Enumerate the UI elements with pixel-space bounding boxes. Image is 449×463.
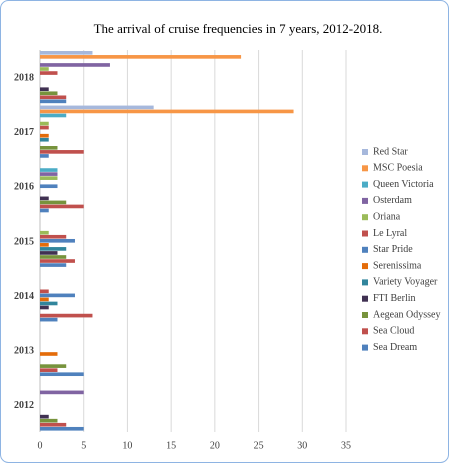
y-tick-label: 2015 (14, 236, 34, 247)
bar (40, 368, 58, 372)
bar (40, 301, 58, 306)
bar (40, 51, 93, 55)
bar (40, 184, 58, 189)
x-tick-label: 25 (254, 440, 264, 451)
bar (40, 418, 58, 423)
bar (40, 154, 49, 158)
bar (40, 251, 58, 255)
bar (40, 150, 84, 154)
bar (40, 71, 58, 75)
legend-swatch (362, 263, 368, 270)
legend-label: Osterdam (373, 195, 412, 206)
bar (40, 121, 49, 126)
legend-swatch (362, 149, 368, 155)
x-tick-label: 10 (122, 440, 132, 451)
bar (40, 176, 58, 180)
bar (40, 255, 67, 259)
legend-label: Star Pride (373, 244, 413, 255)
y-tick-label: 2017 (14, 127, 34, 138)
legend-swatch (362, 344, 368, 351)
legend-label: Aegean Odyssey (373, 309, 440, 320)
x-tick-label: 30 (297, 440, 307, 451)
legend-label: MSC Poesia (373, 163, 423, 174)
y-tick-label: 2012 (14, 400, 34, 411)
bar (40, 204, 84, 209)
y-tick-label: 2013 (14, 345, 34, 356)
bar (40, 247, 67, 251)
legend-label: Le Lyral (373, 228, 407, 239)
x-tick-label: 5 (81, 440, 86, 451)
legend-swatch (362, 165, 368, 172)
bar (40, 99, 67, 104)
legend-label: Oriana (373, 211, 401, 222)
bar (40, 91, 58, 96)
bar (40, 238, 75, 243)
bar (40, 289, 49, 294)
bar (40, 313, 93, 318)
legend-label: Serenissima (373, 260, 422, 271)
bar (40, 293, 75, 298)
legend-swatch (362, 295, 368, 302)
legend-swatch (362, 214, 368, 221)
bar (40, 146, 58, 150)
bar (40, 208, 49, 213)
bar (40, 55, 242, 59)
x-tick-label: 0 (38, 440, 43, 451)
bar (40, 105, 154, 110)
bar (40, 422, 67, 427)
bar (40, 200, 67, 205)
bar (40, 317, 58, 322)
legend-swatch (362, 279, 368, 286)
bar (40, 95, 67, 100)
x-tick-label: 35 (341, 440, 351, 451)
legend-swatch (362, 197, 368, 204)
chart-title: The arrival of cruise frequencies in 7 y… (94, 21, 383, 36)
legend-swatch (362, 312, 368, 318)
bar (40, 109, 294, 114)
bar (40, 414, 49, 419)
bar (40, 426, 84, 431)
bar (40, 259, 75, 263)
x-tick-label: 20 (210, 440, 220, 451)
bar (40, 297, 49, 302)
bar (40, 67, 49, 71)
legend-label: Sea Cloud (373, 326, 414, 337)
bar (40, 243, 49, 247)
bar (40, 125, 49, 130)
bar (40, 172, 58, 176)
y-tick-label: 2016 (14, 182, 34, 193)
bar (40, 234, 67, 239)
bar (40, 305, 49, 310)
bar (40, 113, 67, 118)
legend-label: Red Star (373, 146, 408, 157)
legend-label: FTI Berlin (373, 293, 416, 304)
y-tick-label: 2018 (14, 73, 34, 84)
bar (40, 168, 58, 172)
bar (40, 364, 67, 368)
legend-swatch (362, 230, 368, 237)
bar (40, 137, 49, 142)
bar (40, 230, 49, 235)
legend-label: Sea Dream (373, 342, 417, 353)
legend-swatch (362, 328, 368, 335)
bar (40, 63, 110, 67)
bar (40, 196, 49, 201)
legend-label: Variety Voyager (373, 277, 438, 288)
bar (40, 87, 49, 92)
y-tick-label: 2014 (14, 291, 34, 302)
bar (40, 390, 84, 395)
legend-swatch (362, 181, 368, 188)
bar (40, 352, 58, 356)
x-tick-label: 15 (166, 440, 176, 451)
legend-label: Queen Victoria (373, 179, 434, 190)
bar (40, 133, 49, 138)
bar (40, 372, 84, 377)
legend-swatch (362, 246, 368, 253)
bar (40, 263, 67, 267)
